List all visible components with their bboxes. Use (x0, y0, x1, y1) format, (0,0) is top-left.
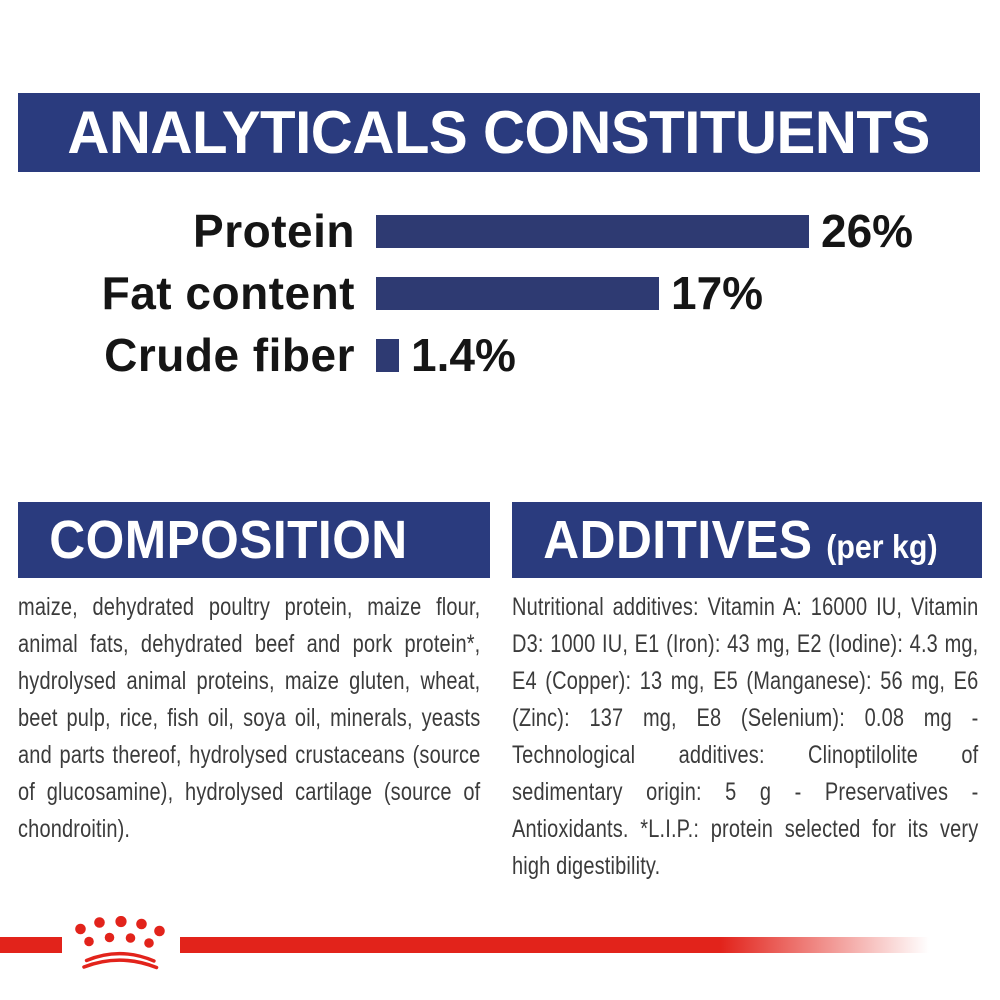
chart-label-crude-fiber: Crude fiber (104, 329, 355, 381)
additives-banner: ADDITIVES (per kg) (512, 502, 982, 578)
chart-bar-protein (376, 215, 809, 248)
chart-bar-fat-content (376, 277, 659, 310)
brand-rule-left (0, 937, 62, 953)
chart-bar-crude-fiber (376, 339, 399, 372)
chart-value-protein: 26% (821, 205, 914, 257)
chart-row-fat-content: Fat content 17% (60, 267, 960, 319)
analytical-constituents-title: ANALYTICALS CONSTITUENTS (67, 99, 931, 166)
composition-heading-wrap: COMPOSITION (18, 509, 408, 571)
chart-label-fat-content: Fat content (101, 267, 355, 319)
brand-rule-right (180, 937, 952, 953)
additives-text: Nutritional additives: Vitamin A: 16000 … (512, 593, 979, 880)
analytical-constituents-chart: Protein 26% Fat content 17% Crude fiber … (60, 205, 960, 401)
composition-text: maize, dehydrated poultry protein, maize… (18, 593, 481, 843)
analytical-constituents-banner: ANALYTICALS CONSTITUENTS (18, 93, 980, 172)
composition-title: COMPOSITION (49, 510, 408, 570)
additives-title-suffix: (per kg) (826, 528, 938, 565)
composition-banner: COMPOSITION (18, 502, 490, 578)
chart-value-crude-fiber: 1.4% (411, 329, 516, 381)
royal-canin-crown-logo-icon (75, 916, 165, 970)
additives-heading-wrap: ADDITIVES (per kg) (512, 509, 938, 571)
chart-row-crude-fiber: Crude fiber 1.4% (60, 329, 960, 381)
chart-label-protein: Protein (193, 205, 355, 257)
chart-row-protein: Protein 26% (60, 205, 960, 257)
chart-value-fat-content: 17% (671, 267, 764, 319)
additives-title: ADDITIVES (543, 510, 813, 570)
